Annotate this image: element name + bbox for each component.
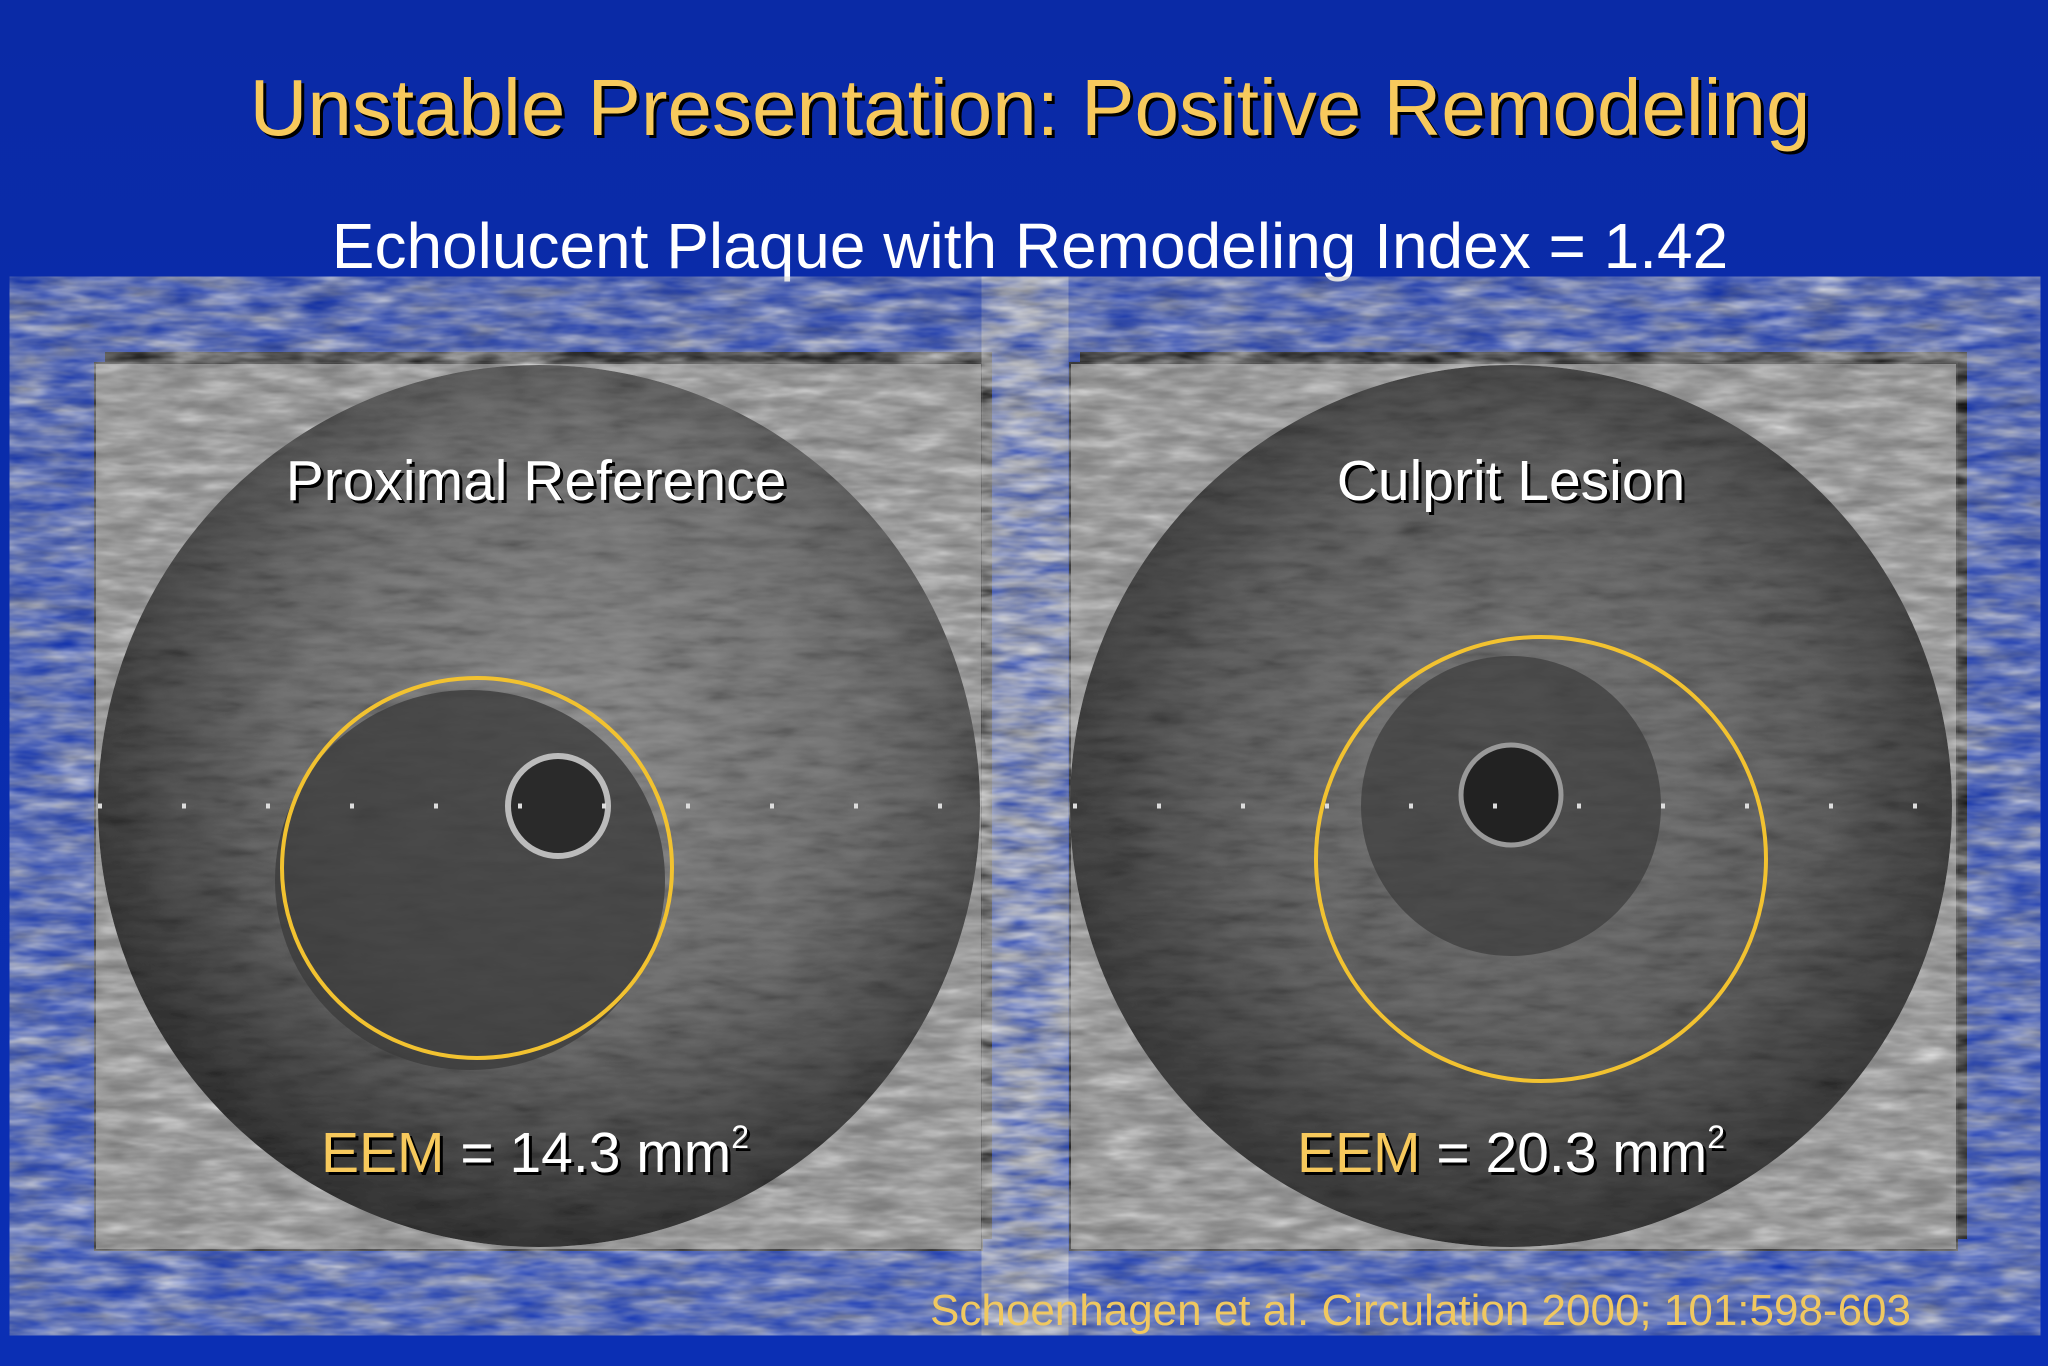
measure-value: = 20.3 mm — [1436, 1121, 1707, 1185]
subtitle: Echolucent Plaque with Remodeling Index … — [332, 210, 1728, 282]
title: Unstable Presentation: Positive Remodeli… — [250, 63, 1811, 152]
measure: EEM = 20.3 mm2 — [1297, 1119, 1725, 1185]
ivus-panel: Proximal Reference EEM = 14.3 mm2 — [94, 352, 992, 1251]
measure-name: EEM — [321, 1121, 445, 1185]
panel-label: Culprit Lesion — [1337, 449, 1686, 513]
citation: Schoenhagen et al. Circulation 2000; 101… — [930, 1286, 1911, 1335]
measure: EEM = 14.3 mm2 — [321, 1119, 749, 1185]
measure-power: 2 — [1707, 1119, 1725, 1155]
ivus-panel: Culprit Lesion EEM = 20.3 mm2 — [1069, 352, 1967, 1251]
panel-label: Proximal Reference — [286, 449, 787, 513]
measure-name: EEM — [1297, 1121, 1421, 1185]
measure-power: 2 — [731, 1119, 749, 1155]
measure-value: = 14.3 mm — [460, 1121, 731, 1185]
